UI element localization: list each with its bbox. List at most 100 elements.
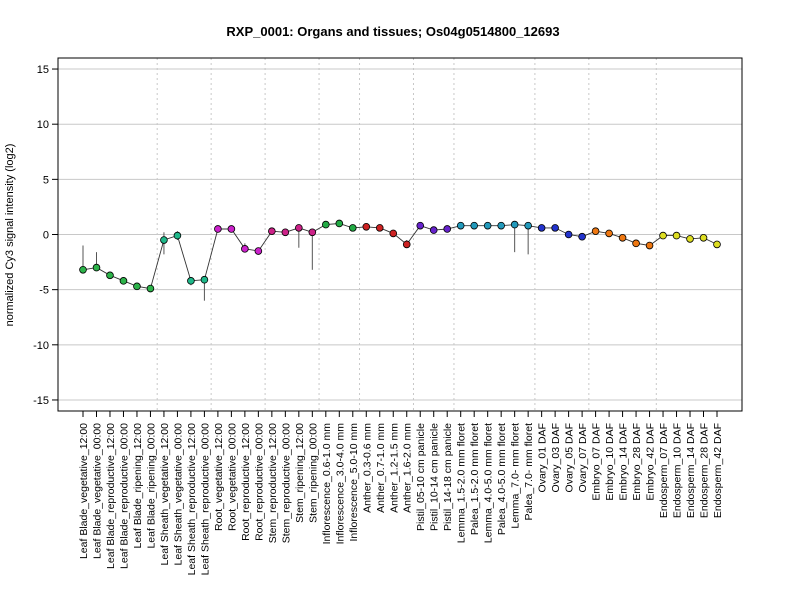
data-point-4 <box>133 282 141 291</box>
y-tick-label-5: 10 <box>37 119 49 131</box>
data-point-30 <box>483 221 492 230</box>
x-tick-label-9: Leaf Sheath_reproductive_00:00 <box>199 423 211 576</box>
data-point-47 <box>713 240 721 249</box>
y-axis-label: normalized Cy3 signal intensity (log2) <box>4 144 16 327</box>
x-axis: Leaf Blade_vegetative_12:00 Leaf Blade_ve… <box>78 411 724 575</box>
data-point-23 <box>389 229 398 238</box>
data-point-9 <box>200 275 209 284</box>
data-point-40 <box>618 234 627 242</box>
y-axis: -15 -10 -5 0 5 10 15 <box>33 64 58 407</box>
data-point-41 <box>632 239 640 248</box>
data-point-44 <box>672 231 681 240</box>
x-tick-label-31: Palea_4.0-5.0 mm floret <box>496 423 508 535</box>
data-point-6 <box>160 236 168 244</box>
data-point-33 <box>524 221 532 230</box>
x-tick-label-40: Embryo_14 DAF <box>618 423 630 501</box>
y-tick-label-4: 5 <box>43 174 49 186</box>
x-tick-label-35: Ovary_03 DAF <box>550 423 562 492</box>
x-tick-label-38: Embryo_07 DAF <box>591 423 603 501</box>
x-tick-label-19: Inflorescence_3.0-4.0 mm <box>334 423 346 545</box>
data-point-5 <box>146 284 155 293</box>
data-point-38 <box>591 227 600 235</box>
x-tick-label-8: Leaf Sheath_reproductive_12:00 <box>186 423 198 576</box>
x-tick-label-23: Anther_1.2-1.5 mm <box>388 423 400 513</box>
data-point-25 <box>416 221 425 230</box>
data-point-1 <box>92 263 101 272</box>
x-tick-label-41: Embryo_28 DAF <box>631 423 643 501</box>
x-tick-label-11: Root_vegetative_00:00 <box>226 423 238 531</box>
x-tick-label-46: Endosperm_28 DAF <box>699 423 711 518</box>
x-tick-label-25: Pistil_05-10 cm panicle <box>415 423 427 531</box>
x-tick-label-33: Palea_7.0- mm floret <box>523 423 535 521</box>
data-point-24 <box>402 240 411 249</box>
x-tick-label-22: Anther_0.7-1.0 mm <box>375 423 387 513</box>
x-tick-label-17: Stem_ripening_00:00 <box>307 423 319 523</box>
x-tick-label-15: Stem_reproductive_00:00 <box>280 423 292 543</box>
data-point-36 <box>564 230 573 239</box>
data-point-35 <box>551 224 559 232</box>
data-point-7 <box>173 231 182 240</box>
data-point-46 <box>699 234 708 242</box>
x-tick-label-21: Anther_0.3-0.6 mm <box>361 423 373 513</box>
x-tick-label-32: Lemma_7.0- mm floret <box>510 423 522 529</box>
data-point-20 <box>348 224 357 232</box>
x-tick-label-30: Lemma_4.0-5.0 mm floret <box>483 423 495 543</box>
data-points <box>79 219 721 293</box>
x-tick-label-20: Inflorescence_5.0-10 mm <box>348 423 360 542</box>
x-tick-label-44: Endosperm_10 DAF <box>672 423 684 518</box>
data-point-14 <box>268 227 276 235</box>
x-tick-label-24: Anther_1.6-2.0 mm <box>402 423 414 513</box>
x-tick-label-27: Pistil_14-18 cm panicle <box>442 423 454 531</box>
x-tick-label-18: Inflorescence_0.6-1.0 mm <box>321 423 333 545</box>
x-tick-label-42: Embryo_42 DAF <box>645 423 657 501</box>
x-tick-label-28: Lemma_1.5-2.0 mm floret <box>456 423 468 543</box>
x-tick-label-43: Endosperm_07 DAF <box>658 423 670 518</box>
data-point-31 <box>497 221 505 230</box>
x-tick-label-5: Leaf Blade_ripening_00:00 <box>145 423 157 549</box>
x-tick-label-45: Endosperm_14 DAF <box>685 423 697 518</box>
data-point-27 <box>443 225 452 233</box>
x-tick-label-7: Leaf Sheath_vegetative_00:00 <box>172 423 184 566</box>
data-point-17 <box>308 228 317 237</box>
data-point-10 <box>214 225 222 233</box>
y-tick-label-3: 0 <box>43 230 49 242</box>
data-point-39 <box>605 229 613 238</box>
data-point-22 <box>375 224 384 232</box>
data-point-11 <box>227 225 236 233</box>
data-point-43 <box>659 231 667 240</box>
data-point-3 <box>119 277 128 285</box>
y-tick-label-0: -15 <box>33 395 49 407</box>
x-tick-label-4: Leaf Blade_ripening_12:00 <box>132 423 144 549</box>
x-tick-label-0: Leaf Blade_vegetative_12:00 <box>78 423 90 559</box>
data-point-21 <box>362 222 371 231</box>
data-point-26 <box>429 226 438 234</box>
x-tick-label-10: Root_vegetative_12:00 <box>213 423 225 531</box>
data-point-19 <box>335 219 344 228</box>
x-tick-label-1: Leaf Blade_vegetative_00:00 <box>91 423 103 559</box>
data-point-16 <box>295 224 303 232</box>
data-point-29 <box>470 221 478 230</box>
y-tick-label-1: -10 <box>33 340 49 352</box>
y-tick-label-2: -5 <box>39 285 49 297</box>
data-point-8 <box>187 277 195 285</box>
y-tick-label-6: 15 <box>37 64 49 76</box>
x-tick-label-47: Endosperm_42 DAF <box>712 423 724 518</box>
data-point-42 <box>645 241 654 250</box>
x-tick-label-39: Embryo_10 DAF <box>604 423 616 501</box>
x-tick-label-2: Leaf Blade_reproductive_12:00 <box>105 423 117 569</box>
x-tick-label-36: Ovary_05 DAF <box>564 423 576 492</box>
data-point-32 <box>510 220 519 229</box>
x-tick-label-6: Leaf Sheath_vegetative_12:00 <box>159 423 171 566</box>
x-tick-label-14: Stem_reproductive_12:00 <box>267 423 279 543</box>
data-point-34 <box>537 224 546 232</box>
data-point-13 <box>254 247 263 255</box>
data-point-12 <box>241 245 249 253</box>
data-point-0 <box>79 265 87 274</box>
x-tick-label-34: Ovary_01 DAF <box>537 423 549 492</box>
x-tick-label-26: Pistil_10-14 cm panicle <box>429 423 441 531</box>
data-point-28 <box>456 221 465 230</box>
data-point-37 <box>578 232 586 241</box>
x-tick-label-3: Leaf Blade_reproductive_00:00 <box>118 423 130 569</box>
data-point-18 <box>322 220 330 229</box>
